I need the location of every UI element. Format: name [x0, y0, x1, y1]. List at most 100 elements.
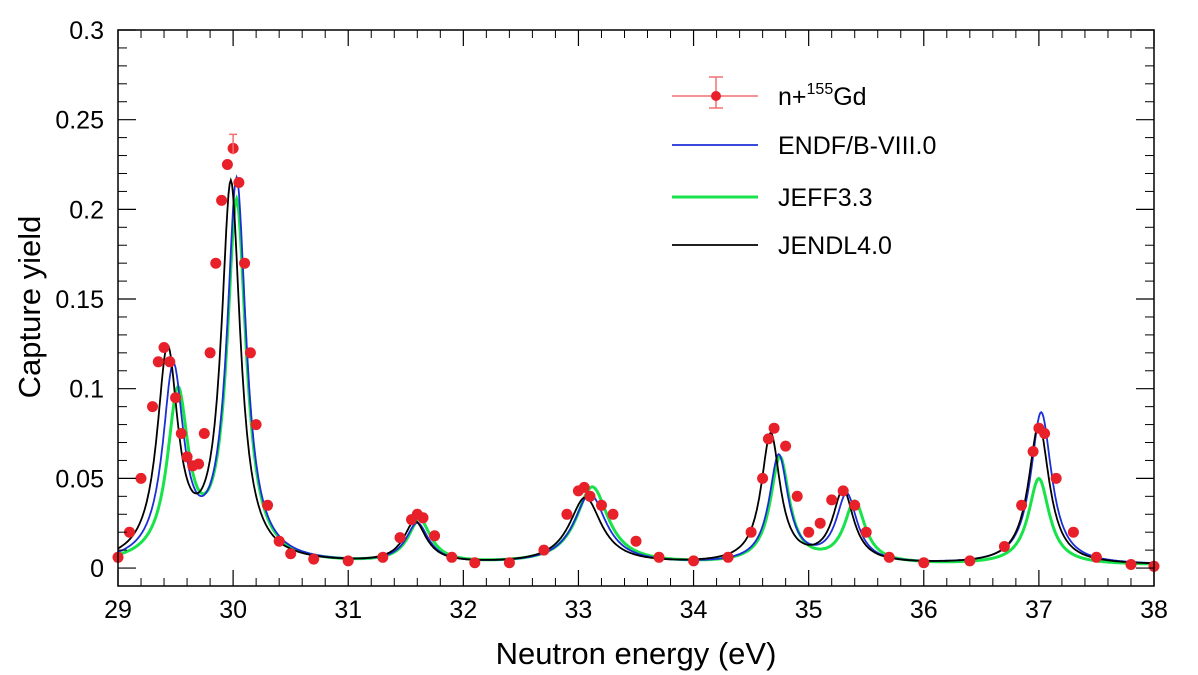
data-point	[175, 428, 187, 439]
data-point	[768, 422, 780, 434]
data-point	[469, 557, 481, 569]
x-tick-label: 30	[219, 596, 247, 624]
data-point	[849, 499, 861, 511]
x-tick-label: 32	[449, 596, 477, 624]
x-tick-label: 34	[680, 596, 708, 624]
legend-entry-endf: ENDF/B-VIII.0	[672, 132, 936, 160]
data-point	[417, 512, 429, 524]
data-point	[221, 159, 233, 170]
legend-entry-jendl: JENDL4.0	[672, 232, 892, 260]
data-point	[273, 535, 285, 547]
y-tick-label: 0	[90, 555, 104, 583]
data-point	[860, 526, 872, 538]
data-point	[762, 433, 774, 445]
data-point	[757, 472, 769, 484]
x-tick-label: 29	[104, 596, 132, 624]
legend-jendl-label: JENDL4.0	[778, 232, 892, 260]
y-tick-label: 0.05	[55, 465, 104, 493]
data-point	[124, 526, 135, 538]
data-point	[1050, 472, 1062, 484]
data-point	[918, 557, 930, 569]
plot-frame	[117, 29, 1155, 587]
data-point	[653, 551, 665, 563]
x-tick-label: 33	[565, 596, 593, 624]
data-point	[837, 485, 849, 497]
data-point	[791, 490, 803, 502]
data-point	[250, 419, 262, 431]
x-tick-label: 36	[910, 596, 938, 624]
data-point	[135, 472, 147, 484]
x-tick-label: 38	[1140, 596, 1168, 624]
data-point	[780, 440, 792, 452]
data-point	[239, 257, 251, 269]
data-point	[561, 508, 573, 520]
data-point	[688, 555, 700, 567]
legend-endf-label: ENDF/B-VIII.0	[778, 132, 936, 160]
y-tick-label: 0.1	[69, 376, 104, 404]
data-points	[112, 133, 1160, 572]
data-point	[198, 428, 210, 439]
data-point	[233, 177, 245, 188]
jeff-curve	[117, 194, 1154, 566]
axis-ticks	[117, 29, 1155, 587]
y-tick-label: 0.25	[55, 107, 104, 135]
data-point	[164, 356, 176, 368]
data-point	[596, 499, 607, 511]
data-point	[745, 526, 757, 538]
legend-data-prefix: n+	[778, 83, 807, 111]
legend-data-label: n+155Gd	[778, 81, 867, 111]
data-point	[342, 555, 354, 567]
data-point	[1125, 559, 1137, 570]
data-point	[826, 494, 838, 506]
data-point	[630, 535, 642, 547]
data-point	[216, 194, 228, 206]
data-point	[1067, 526, 1079, 538]
data-point	[181, 451, 193, 463]
data-point	[244, 347, 256, 359]
legend-entry-jeff: JEFF3.3	[672, 184, 872, 212]
data-point	[210, 257, 222, 269]
data-point	[152, 356, 164, 368]
data-point	[814, 517, 826, 529]
data-point	[578, 481, 590, 493]
data-point	[158, 342, 170, 353]
data-point	[170, 392, 182, 404]
legend-data-suffix: Gd	[833, 83, 866, 111]
data-point	[204, 347, 216, 359]
tick-labels: 29 30 31 32 33 34 35 36 37 38 0 0.05 0.1 0.15 0.2 0.25 0…	[55, 17, 1168, 624]
y-tick-label: 0.15	[55, 286, 104, 314]
data-point	[1027, 446, 1039, 457]
data-point	[1016, 499, 1028, 511]
x-axis-title: Neutron energy (eV)	[496, 636, 777, 671]
data-point	[722, 551, 734, 563]
legend-data-marker	[711, 91, 721, 101]
data-point	[429, 530, 441, 542]
legend: n+155Gd ENDF/B-VIII.0 JEFF3.3 JENDL4.0	[672, 76, 936, 260]
x-tick-label: 37	[1025, 596, 1053, 624]
y-tick-label: 0.3	[69, 17, 104, 45]
data-point	[193, 458, 205, 470]
legend-data-superscript: 155	[807, 81, 834, 98]
data-point	[998, 541, 1010, 552]
y-tick-label: 0.2	[69, 196, 104, 224]
data-point	[538, 544, 550, 556]
x-tick-label: 31	[334, 596, 362, 624]
data-point	[147, 401, 158, 413]
data-point	[883, 551, 895, 563]
data-point	[584, 490, 596, 502]
data-point	[803, 526, 815, 538]
data-point	[1090, 551, 1102, 563]
legend-entry-data: n+155Gd	[672, 76, 867, 111]
data-point	[446, 551, 458, 563]
data-point	[285, 548, 297, 560]
data-point	[308, 553, 320, 565]
data-point	[1039, 428, 1051, 439]
legend-jeff-label: JEFF3.3	[778, 184, 872, 212]
data-point	[394, 532, 406, 544]
data-point	[607, 508, 619, 520]
data-point	[377, 551, 389, 563]
data-point	[964, 555, 976, 567]
y-axis-title: Capture yield	[12, 216, 47, 399]
